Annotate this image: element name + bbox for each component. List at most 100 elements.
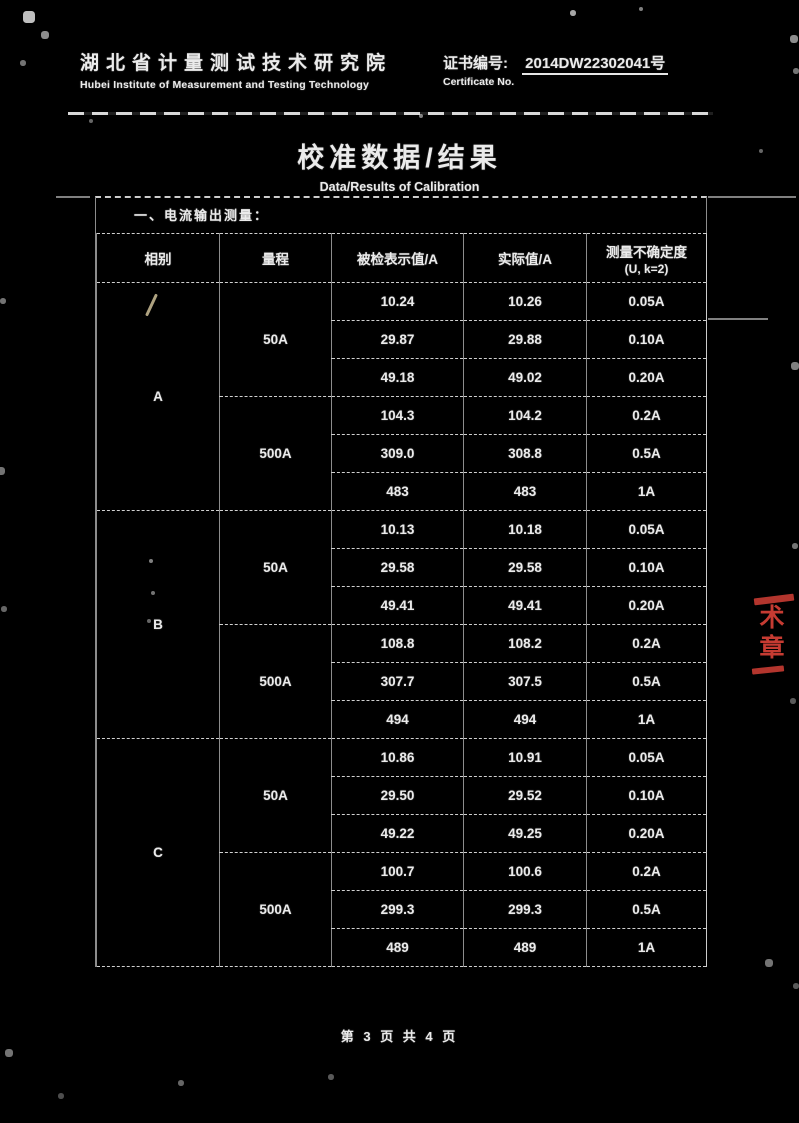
table-row: 500A 100.7 100.6 0.2A — [97, 852, 707, 967]
range-cell: 50A — [219, 510, 332, 625]
uncertainty-cell: 0.20A — [586, 586, 707, 625]
table-row: 309.0 308.8 0.5A — [97, 434, 707, 473]
stamp-character-top: 术 — [759, 603, 785, 632]
indicated-value-cell: 29.50 — [331, 776, 464, 815]
indicated-value-cell: 10.86 — [331, 738, 464, 777]
uncertainty-cell: 0.5A — [586, 890, 707, 929]
indicated-value-cell: 104.3 — [331, 396, 464, 435]
indicated-value-cell: 49.22 — [331, 814, 464, 853]
indicated-value-cell: 299.3 — [331, 890, 464, 929]
certificate-number-value: 2014DW22302041号 — [522, 55, 669, 75]
uncertainty-cell: 0.05A — [586, 282, 707, 321]
phase-cell: A — [96, 282, 220, 511]
col-header-phase: 相别 — [96, 233, 220, 283]
certificate-number-line: 证书编号: 2014DW22302041号 — [443, 52, 669, 75]
scan-noise-dash — [708, 196, 796, 198]
indicated-value-cell: 10.13 — [331, 510, 464, 549]
scan-noise-dash — [56, 196, 90, 198]
range-cell: 500A — [219, 624, 332, 739]
page-subtitle: Data/Results of Calibration — [319, 180, 480, 194]
certificate-number-label-cn: 证书编号: — [443, 55, 508, 72]
table-row: 49.18 49.02 0.20A — [97, 358, 707, 397]
table-row: 49.41 49.41 0.20A — [97, 586, 707, 625]
actual-value-cell: 49.25 — [463, 814, 587, 853]
calibration-table-body: A 50A 10.24 10.26 0.05A 29.87 29.88 0.10A 49.18 4… — [96, 282, 707, 967]
actual-value-cell: 29.52 — [463, 776, 587, 815]
issuer-name-en: Hubei Institute of Measurement and Testi… — [80, 79, 370, 91]
indicated-value-cell: 489 — [331, 928, 464, 967]
scan-noise-specks — [0, 0, 2, 2]
actual-value-cell: 10.18 — [463, 510, 587, 549]
page-number: 第 3 页 共 4 页 — [340, 1029, 459, 1044]
col-header-uncertainty: 测量不确定度 (U, k=2) — [586, 233, 707, 283]
actual-value-cell: 489 — [463, 928, 587, 967]
indicated-value-cell: 49.41 — [331, 586, 464, 625]
results-table-box: 一、电流输出测量： 相别 量程 被检表示值/A 实际值/A 测量不确定度 (U,… — [95, 196, 707, 967]
indicated-value-cell: 29.58 — [331, 548, 464, 587]
table-row: 307.7 307.5 0.5A — [97, 662, 707, 701]
actual-value-cell: 299.3 — [463, 890, 587, 929]
actual-value-cell: 100.6 — [463, 852, 587, 891]
table-row: 489 489 1A — [97, 928, 707, 967]
actual-value-cell: 29.88 — [463, 320, 587, 359]
indicated-value-cell: 494 — [331, 700, 464, 739]
table-row: 500A 108.8 108.2 0.2A — [97, 624, 707, 739]
col-header-uncertainty-title: 测量不确定度 — [606, 244, 687, 260]
range-cell: 50A — [219, 282, 332, 397]
certificate-number-label-en: Certificate No. — [443, 76, 515, 88]
table-row: 29.58 29.58 0.10A — [97, 548, 707, 587]
indicated-value-cell: 309.0 — [331, 434, 464, 473]
table-row: C 50A 10.86 10.91 0.05A — [96, 738, 707, 967]
uncertainty-cell: 1A — [586, 472, 707, 511]
uncertainty-cell: 0.05A — [586, 510, 707, 549]
uncertainty-cell: 0.2A — [586, 624, 707, 663]
table-row: 299.3 299.3 0.5A — [97, 890, 707, 929]
uncertainty-cell: 0.20A — [586, 358, 707, 397]
range-cell: 50A — [219, 738, 332, 853]
red-stamp: 术 章 — [751, 593, 798, 708]
indicated-value-cell: 307.7 — [331, 662, 464, 701]
stamp-character-bottom: 章 — [759, 633, 785, 662]
indicated-value-cell: 10.24 — [331, 282, 464, 321]
scan-noise-dash — [708, 318, 768, 320]
uncertainty-cell: 0.2A — [586, 396, 707, 435]
range-cell: 500A — [219, 852, 332, 967]
col-header-range: 量程 — [219, 233, 332, 283]
actual-value-cell: 10.26 — [463, 282, 587, 321]
col-header-indicated: 被检表示值/A — [331, 233, 464, 283]
table-row: B 50A 10.13 10.18 0.05A — [96, 510, 707, 739]
table-row: 500A 104.3 104.2 0.2A — [97, 396, 707, 511]
issuer-name-cn: 湖北省计量测试技术研究院 — [80, 53, 393, 74]
uncertainty-cell: 0.10A — [586, 320, 707, 359]
certificate-number-block: 证书编号: 2014DW22302041号 Certificate No. — [443, 52, 669, 88]
actual-value-cell: 49.02 — [463, 358, 587, 397]
uncertainty-cell: 0.05A — [586, 738, 707, 777]
stamp-bottom-bar — [751, 665, 785, 675]
table-row: 494 494 1A — [97, 700, 707, 739]
actual-value-cell: 307.5 — [463, 662, 587, 701]
actual-value-cell: 108.2 — [463, 624, 587, 663]
col-header-uncertainty-note: (U, k=2) — [624, 261, 669, 276]
uncertainty-cell: 0.10A — [586, 548, 707, 587]
range-cell: 500A — [219, 396, 332, 511]
section-heading: 一、电流输出测量： — [134, 208, 270, 223]
uncertainty-cell: 0.2A — [586, 852, 707, 891]
uncertainty-cell: 0.5A — [586, 434, 707, 473]
actual-value-cell: 308.8 — [463, 434, 587, 473]
calibration-results-table: 相别 量程 被检表示值/A 实际值/A 测量不确定度 (U, k=2) A 50A… — [96, 233, 707, 967]
phase-cell: C — [96, 738, 220, 967]
uncertainty-cell: 1A — [586, 928, 707, 967]
table-row: 483 483 1A — [97, 472, 707, 511]
phase-cell: B — [96, 510, 220, 739]
actual-value-cell: 494 — [463, 700, 587, 739]
actual-value-cell: 10.91 — [463, 738, 587, 777]
issuer-block: 湖北省计量测试技术研究院 Hubei Institute of Measurem… — [80, 48, 392, 91]
page-title: 校准数据/结果 — [297, 143, 502, 173]
indicated-value-cell: 49.18 — [331, 358, 464, 397]
table-row: 29.87 29.88 0.10A — [97, 320, 707, 359]
actual-value-cell: 104.2 — [463, 396, 587, 435]
col-header-actual: 实际值/A — [463, 233, 587, 283]
indicated-value-cell: 100.7 — [331, 852, 464, 891]
uncertainty-cell: 1A — [586, 700, 707, 739]
